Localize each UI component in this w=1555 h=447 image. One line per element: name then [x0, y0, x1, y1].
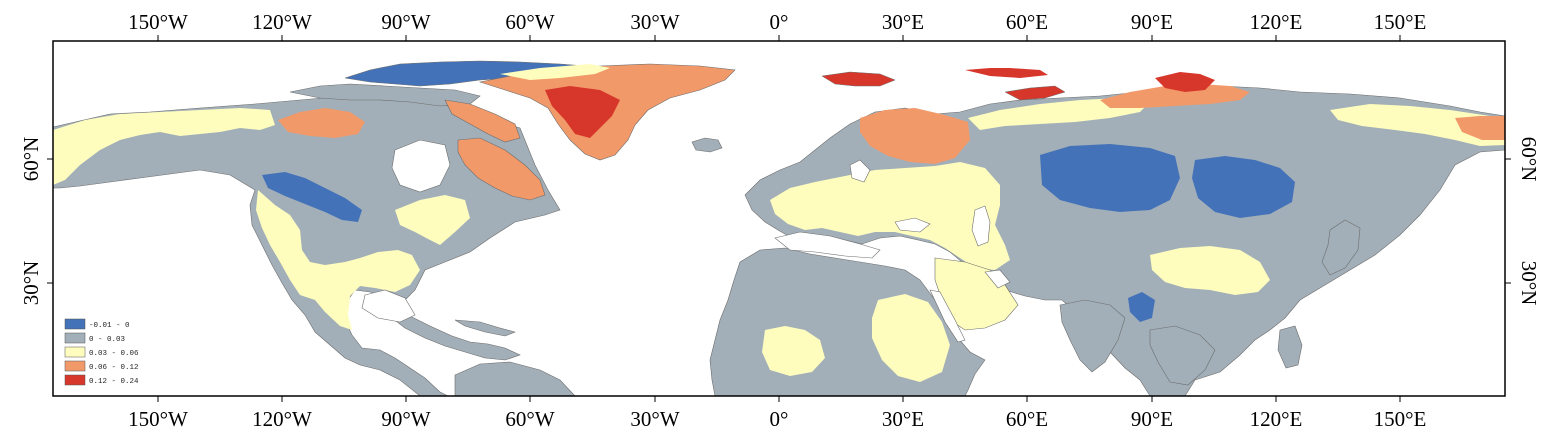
- legend-label: 0.03 - 0.06: [89, 350, 139, 358]
- landmass-layer: [52, 60, 1506, 397]
- franz-josef-red: [965, 68, 1048, 78]
- lon-label-top: 120°E: [1250, 10, 1303, 34]
- lon-label-bottom: 60°E: [1006, 407, 1048, 431]
- legend-label: -0.01 - 0: [89, 322, 130, 330]
- north-america-yellow-north: [53, 108, 275, 185]
- mediterranean-sea: [774, 231, 881, 259]
- lon-label-top: 150°E: [1374, 10, 1427, 34]
- eurasia-yellow-belt: [770, 162, 1010, 270]
- africa-yellow-sahel: [762, 326, 825, 376]
- north-america-orange-baffin: [444, 99, 521, 143]
- legend-swatch: [64, 318, 86, 330]
- japan: [1321, 219, 1361, 276]
- svalbard-red: [821, 71, 896, 87]
- greenland-yellow-rim: [500, 64, 610, 80]
- lon-label-top: 0°: [770, 10, 789, 34]
- legend-label: 0 - 0.03: [89, 336, 126, 344]
- eurasia-blue-bay: [1128, 292, 1155, 322]
- lon-label-bottom: 120°W: [252, 407, 312, 431]
- siberia-red-coast: [1155, 72, 1215, 92]
- right-latitude-labels: 60°N 30°N: [1517, 137, 1541, 306]
- philippines: [1277, 325, 1303, 369]
- lon-label-bottom: 120°E: [1250, 407, 1303, 431]
- tick-marks: [47, 35, 1511, 402]
- eurasia-yellow-north: [968, 98, 1150, 130]
- legend-swatch: [64, 346, 86, 358]
- canadian-arctic-grey: [289, 83, 481, 107]
- north-america-yellow-east: [395, 195, 470, 245]
- lat-label-left: 30°N: [19, 261, 43, 306]
- legend-label: 0.12 - 0.24: [89, 378, 139, 386]
- eurasia-blue-west: [1040, 144, 1180, 212]
- lat-label-right: 30°N: [1517, 261, 1541, 306]
- lon-label-bottom: 90°W: [381, 407, 430, 431]
- left-latitude-labels: 60°N 30°N: [19, 137, 43, 306]
- caspian-sea: [971, 205, 991, 247]
- lon-label-top: 30°W: [630, 10, 679, 34]
- central-america: [391, 315, 521, 361]
- lon-label-bottom: 30°W: [630, 407, 679, 431]
- lon-label-top: 90°W: [381, 10, 430, 34]
- persian-gulf: [984, 269, 1011, 289]
- africa-yellow-east: [872, 294, 950, 382]
- legend-label: 0.06 - 0.12: [89, 364, 139, 372]
- lon-label-bottom: 30°E: [882, 407, 924, 431]
- lon-label-bottom: 60°W: [505, 407, 554, 431]
- baltic-sea: [849, 159, 871, 183]
- gulf-of-mexico: [361, 289, 416, 323]
- lon-label-top: 60°W: [505, 10, 554, 34]
- red-sea: [929, 289, 966, 343]
- southeast-asia: [1149, 325, 1216, 386]
- lon-label-bottom: 150°E: [1374, 407, 1427, 431]
- hudson-bay: [391, 139, 451, 193]
- far-east-yellow: [1330, 104, 1505, 146]
- legend-swatch: [64, 360, 86, 372]
- north-america-orange-nw: [278, 108, 365, 138]
- legend-swatch: [64, 374, 86, 386]
- lat-label-right: 60°N: [1517, 137, 1541, 182]
- east-asia-yellow: [1150, 246, 1270, 295]
- black-sea: [894, 217, 931, 233]
- eurasia-orange-north: [860, 108, 970, 164]
- siberia-orange-coast: [1100, 84, 1250, 108]
- lon-label-bottom: 150°W: [128, 407, 188, 431]
- legend: -0.01 - 0 0 - 0.03 0.03 - 0.06 0.06 - 0.…: [64, 318, 139, 386]
- lon-label-top: 150°W: [128, 10, 188, 34]
- bottom-longitude-labels: 150°W 120°W 90°W 60°W 30°W 0° 30°E 60°E …: [128, 407, 1426, 431]
- india-peninsula: [1059, 299, 1126, 373]
- iceland: [691, 137, 723, 153]
- lon-label-bottom: 90°E: [1131, 407, 1173, 431]
- novaya-zemlya-red: [1004, 85, 1066, 101]
- lon-label-top: 120°W: [252, 10, 312, 34]
- north-america-orange-labrador: [457, 137, 546, 201]
- lon-label-top: 60°E: [1006, 10, 1048, 34]
- far-east-orange: [1455, 116, 1505, 140]
- lon-label-top: 30°E: [882, 10, 924, 34]
- north-america-yellow-west: [256, 190, 420, 330]
- lon-label-bottom: 0°: [770, 407, 789, 431]
- caribbean-islands: [454, 319, 516, 337]
- north-america-blue-patch: [262, 172, 362, 222]
- lat-label-left: 60°N: [19, 137, 43, 182]
- greenland-red-core: [545, 86, 620, 138]
- lon-label-top: 90°E: [1131, 10, 1173, 34]
- top-longitude-labels: 150°W 120°W 90°W 60°W 30°W 0° 30°E 60°E …: [128, 10, 1426, 34]
- eurasia-blue-east: [1192, 156, 1295, 218]
- inland-water-layer: [361, 139, 1011, 343]
- legend-swatch: [64, 332, 86, 344]
